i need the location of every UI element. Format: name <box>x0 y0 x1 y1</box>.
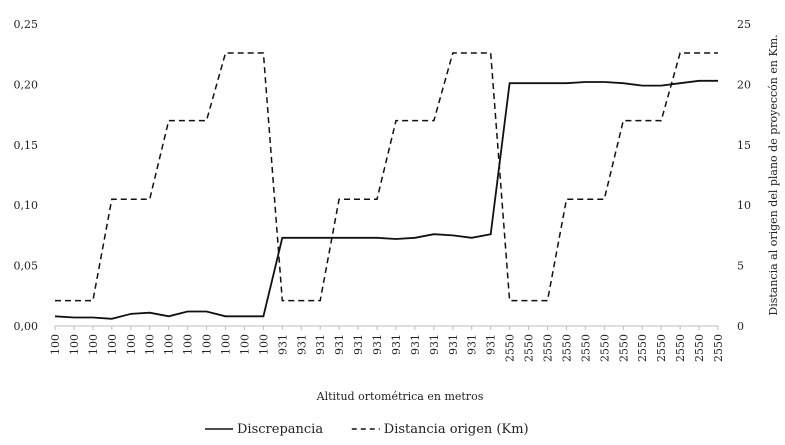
y-tick-label: 0,05 <box>14 260 39 273</box>
x-tick-label: 100 <box>49 334 62 355</box>
y-tick-label: 0,25 <box>14 18 39 31</box>
x-tick-label: 2550 <box>674 334 687 362</box>
y2-axis-title: Distancia al origen del plano de proyecc… <box>767 34 780 315</box>
legend-label-0: Discrepancia <box>237 422 323 437</box>
x-tick-label: 100 <box>238 334 251 355</box>
x-tick-label: 100 <box>87 334 100 355</box>
series-line-1 <box>55 52 718 302</box>
x-tick-label: 931 <box>390 334 403 355</box>
x-tick-label: 931 <box>447 334 460 355</box>
y2-tick-label: 5 <box>737 260 744 273</box>
x-tick-label: 931 <box>352 334 365 355</box>
y-tick-label: 0,00 <box>14 320 39 333</box>
x-tick-label: 100 <box>125 334 138 355</box>
x-tick-label: 100 <box>68 334 81 355</box>
x-tick-label: 100 <box>182 334 195 355</box>
x-tick-label: 100 <box>163 334 176 355</box>
legend-label-1: Distancia origen (Km) <box>384 422 529 437</box>
series-line-0 <box>54 79 718 320</box>
x-tick-label: 100 <box>201 334 214 355</box>
x-tick-label: 931 <box>428 334 441 355</box>
x-tick-label: 931 <box>409 334 422 355</box>
tick-labels: 0,00 0,05 0,10 0,15 0,20 0,25 0 5 10 15 20 25 100 100… <box>14 18 752 362</box>
x-tick-label: 2550 <box>655 334 668 362</box>
x-tick-label: 2550 <box>504 334 517 362</box>
axes <box>54 325 719 330</box>
x-tick-label: 931 <box>314 334 327 355</box>
x-tick-label: 2550 <box>523 334 536 362</box>
x-tick-label: 931 <box>485 334 498 355</box>
y2-tick-label: 20 <box>737 78 751 91</box>
x-tick-label: 931 <box>371 334 384 355</box>
x-axis-title: Altitud ortométrica en metros <box>316 390 484 403</box>
y2-tick-label: 0 <box>737 320 744 333</box>
x-tick-label: 2550 <box>560 334 573 362</box>
y2-tick-label: 10 <box>737 199 751 212</box>
x-tick-label: 2550 <box>598 334 611 362</box>
y2-tick-label: 25 <box>737 18 751 31</box>
x-tick-label: 2550 <box>636 334 649 362</box>
x-tick-label: 2550 <box>712 334 725 362</box>
x-tick-label: 100 <box>106 334 119 355</box>
x-tick-label: 100 <box>144 334 157 355</box>
x-tick-label: 2550 <box>542 334 555 362</box>
y-tick-label: 0,10 <box>14 199 39 212</box>
series-lines <box>54 52 718 320</box>
x-tick-label: 2550 <box>617 334 630 362</box>
x-tick-label: 100 <box>257 334 270 355</box>
x-tick-label: 931 <box>333 334 346 355</box>
y-tick-label: 0,15 <box>14 139 39 152</box>
y2-tick-label: 15 <box>737 139 751 152</box>
x-tick-label: 100 <box>219 334 232 355</box>
x-tick-label: 931 <box>295 334 308 355</box>
x-tick-label: 931 <box>466 334 479 355</box>
x-tick-label: 2550 <box>579 334 592 362</box>
x-tick-label: 931 <box>276 334 289 355</box>
y-tick-label: 0,20 <box>14 78 39 91</box>
legend: Discrepancia Distancia origen (Km) <box>205 422 529 437</box>
x-tick-label: 2550 <box>693 334 706 362</box>
